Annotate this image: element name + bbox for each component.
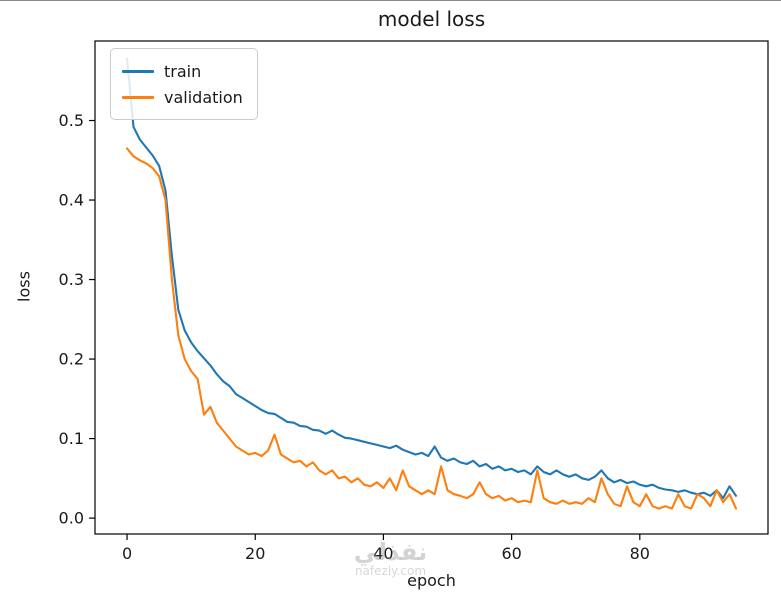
y-axis-tick-label: 0.1 <box>59 429 84 448</box>
legend-item-train: train <box>122 58 243 84</box>
validation-line <box>125 147 738 510</box>
y-axis-tick-label: 0.2 <box>59 350 84 369</box>
x-axis-label: epoch <box>407 571 456 590</box>
train-line-swatch <box>122 69 154 73</box>
x-axis-tick-label: 80 <box>630 544 650 563</box>
x-axis-tick-label: 20 <box>245 544 265 563</box>
validation-line-swatch <box>122 95 154 99</box>
legend-label-validation: validation <box>164 87 243 107</box>
legend-label-train: train <box>164 61 202 81</box>
plot-border <box>94 40 769 535</box>
train-line <box>125 57 738 500</box>
y-axis-tick-label: 0.4 <box>59 191 84 210</box>
legend: train validation <box>110 48 258 120</box>
x-axis-tick-label: 0 <box>122 544 132 563</box>
legend-item-validation: validation <box>122 84 243 110</box>
y-axis-tick-label: 0.0 <box>59 509 84 528</box>
y-axis-tick-label: 0.5 <box>59 111 84 130</box>
x-axis-tick-label: 60 <box>501 544 521 563</box>
x-axis-tick-label: 40 <box>373 544 393 563</box>
chart-title: model loss <box>377 7 486 31</box>
y-axis-tick-label: 0.3 <box>59 270 84 289</box>
y-axis-label: loss <box>14 271 34 302</box>
